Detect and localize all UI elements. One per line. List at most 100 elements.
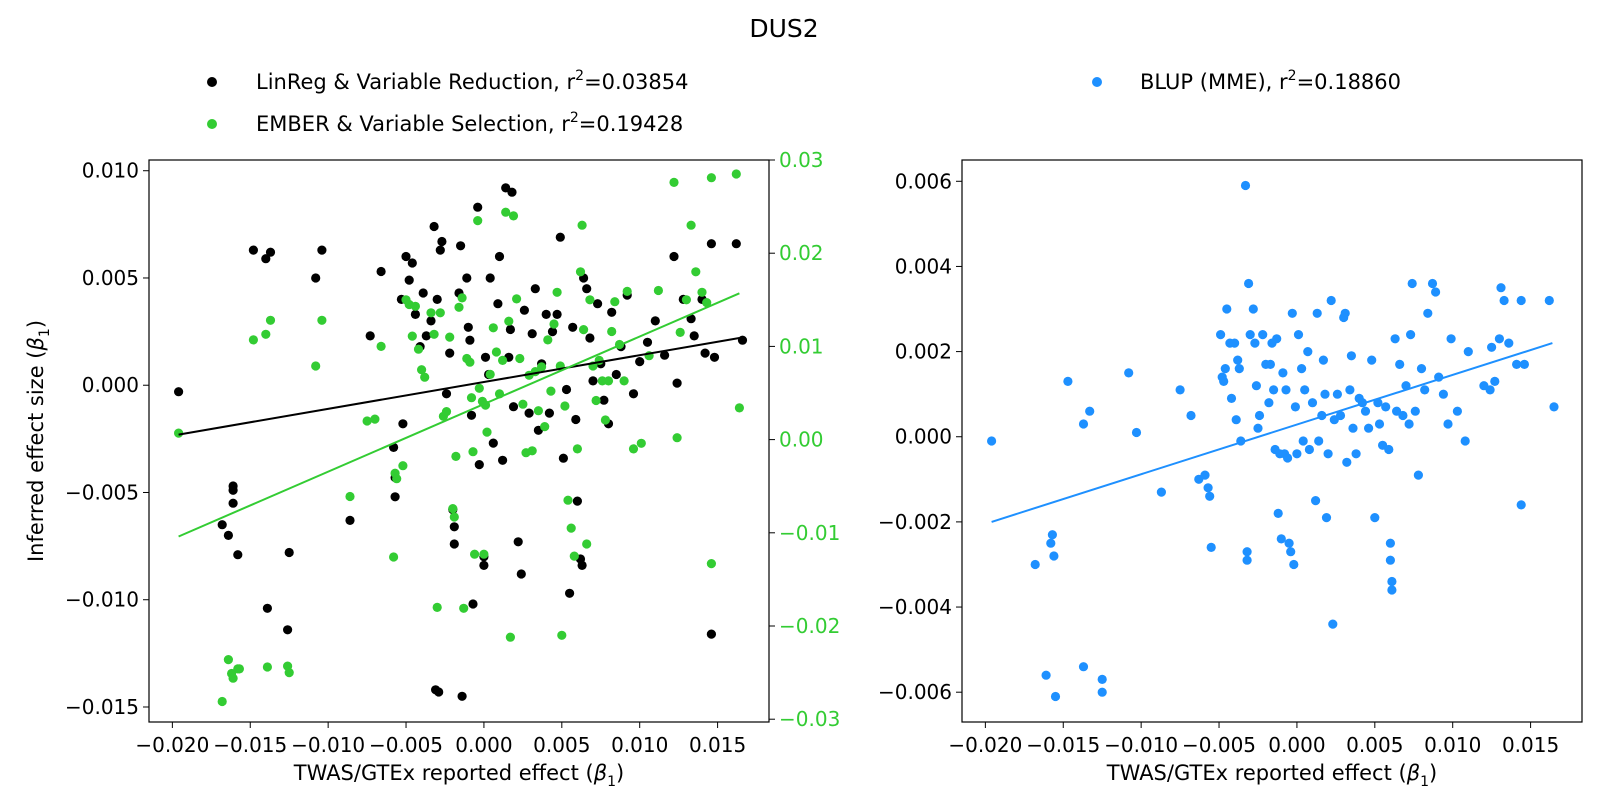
right-point-s0-74 [1312, 308, 1322, 318]
right-point-s0-122 [1431, 287, 1441, 297]
left-point-s1-32 [432, 602, 442, 613]
right-point-s0-67 [1297, 364, 1307, 374]
right-point-s0-33 [1234, 364, 1244, 374]
right-point-s0-0 [987, 436, 997, 446]
left-point-s1-12 [284, 668, 294, 678]
left-point-s1-110 [697, 287, 707, 297]
legend-marker-linreg [207, 77, 217, 87]
left-point-s1-75 [549, 319, 559, 329]
left-point-s0-111 [706, 239, 717, 249]
left-point-s0-47 [465, 335, 475, 345]
left-point-s1-31 [429, 329, 439, 339]
right-ytick-label: 0.006 [895, 169, 952, 193]
left-point-s1-44 [465, 357, 475, 367]
left-point-s1-78 [557, 630, 567, 640]
right-point-s0-20 [1203, 483, 1213, 493]
left-point-s1-22 [398, 461, 408, 471]
left-point-s1-19 [389, 552, 399, 562]
right-point-s0-39 [1245, 330, 1255, 340]
left-fit-lines [178, 292, 740, 538]
left-point-s0-53 [479, 560, 489, 571]
right-point-s0-103 [1384, 444, 1394, 455]
right-point-s0-81 [1326, 295, 1336, 306]
left-xtick-label: −0.010 [291, 733, 365, 757]
left-point-s1-29 [420, 372, 430, 382]
right-point-s0-75 [1314, 436, 1324, 446]
right-point-s0-111 [1398, 410, 1408, 421]
right-point-s0-87 [1340, 308, 1350, 318]
left-point-s1-76 [552, 287, 562, 297]
left-ytick-label: −0.010 [65, 588, 139, 612]
right-point-s0-40 [1248, 304, 1258, 314]
left-point-s0-107 [686, 314, 696, 324]
legend-label-blup: BLUP (MME), r2=0.18860 [1140, 68, 1401, 94]
left-y2tick-label: 0.01 [779, 334, 824, 358]
right-point-s0-117 [1413, 470, 1423, 480]
left-point-s0-89 [585, 333, 595, 343]
right-point-s0-82 [1328, 619, 1338, 629]
left-y2tick-label: 0.00 [779, 428, 824, 452]
left-point-s0-67 [516, 569, 526, 579]
right-point-s0-125 [1443, 419, 1453, 429]
left-point-s1-53 [482, 427, 492, 437]
right-point-s0-17 [1186, 410, 1196, 421]
right-point-s0-96 [1364, 423, 1374, 433]
left-point-s0-101 [642, 337, 653, 347]
left-point-s0-43 [456, 241, 466, 251]
right-point-s0-105 [1385, 555, 1395, 565]
right-point-s0-2 [1041, 670, 1051, 680]
right-point-s0-66 [1293, 330, 1304, 340]
right-point-s0-115 [1407, 278, 1417, 289]
left-point-s0-13 [311, 273, 321, 283]
left-point-s1-81 [566, 523, 576, 533]
plot-panel-right: −0.020 −0.015 −0.010 −0.005 0.000 0.005 0.010 0… [878, 159, 1583, 790]
right-point-s0-9 [1078, 662, 1089, 672]
right-point-s0-91 [1348, 423, 1358, 433]
left-point-s0-112 [706, 629, 717, 639]
left-point-s1-40 [454, 302, 464, 312]
left-point-s0-66 [513, 537, 523, 547]
left-point-s0-44 [457, 691, 467, 701]
right-point-s0-42 [1251, 381, 1261, 391]
left-point-s0-8 [261, 254, 271, 264]
right-point-s0-80 [1323, 449, 1333, 459]
left-point-s0-80 [561, 384, 572, 395]
right-y-ticks: 0.006 0.004 0.002 0.000 −0.002 −0.004 −0.006 [878, 169, 962, 704]
right-x-axis-label: TWAS/GTEx reported effect (β1) [1106, 761, 1438, 790]
right-point-s0-133 [1490, 376, 1500, 386]
left-point-s0-20 [390, 492, 400, 502]
right-ytick-label: −0.004 [878, 595, 952, 619]
right-point-s0-52 [1272, 334, 1282, 344]
left-point-s1-74 [546, 386, 556, 396]
right-point-s0-58 [1281, 385, 1291, 395]
right-point-s0-78 [1320, 389, 1330, 399]
left-point-s0-113 [709, 352, 720, 362]
figure-title: DUS2 [749, 14, 818, 43]
left-point-s0-12 [283, 625, 293, 635]
left-point-s1-62 [508, 211, 519, 221]
right-point-s0-13 [1124, 368, 1134, 378]
left-point-s1-99 [622, 286, 632, 296]
right-point-s0-35 [1240, 180, 1251, 191]
right-point-s0-15 [1156, 487, 1166, 497]
left-point-s1-7 [248, 335, 258, 345]
left-point-s1-35 [441, 407, 452, 417]
left-point-s1-0 [174, 428, 184, 438]
left-point-s1-38 [449, 512, 459, 522]
right-point-s0-126 [1446, 334, 1456, 344]
left-point-s0-29 [421, 331, 431, 341]
right-ytick-label: −0.006 [878, 680, 952, 704]
right-xtick-label: −0.015 [1026, 733, 1100, 757]
left-point-s1-9 [265, 315, 276, 325]
right-point-s0-137 [1504, 338, 1514, 348]
right-point-s0-142 [1544, 295, 1554, 306]
right-point-s0-90 [1346, 351, 1356, 361]
left-fit-line-s0 [178, 337, 740, 436]
left-point-s0-64 [507, 187, 517, 197]
left-point-s1-114 [731, 169, 741, 179]
right-point-s0-79 [1321, 513, 1332, 523]
left-point-s0-54 [480, 352, 491, 362]
right-point-s0-65 [1292, 449, 1302, 459]
right-point-s0-30 [1230, 338, 1240, 348]
